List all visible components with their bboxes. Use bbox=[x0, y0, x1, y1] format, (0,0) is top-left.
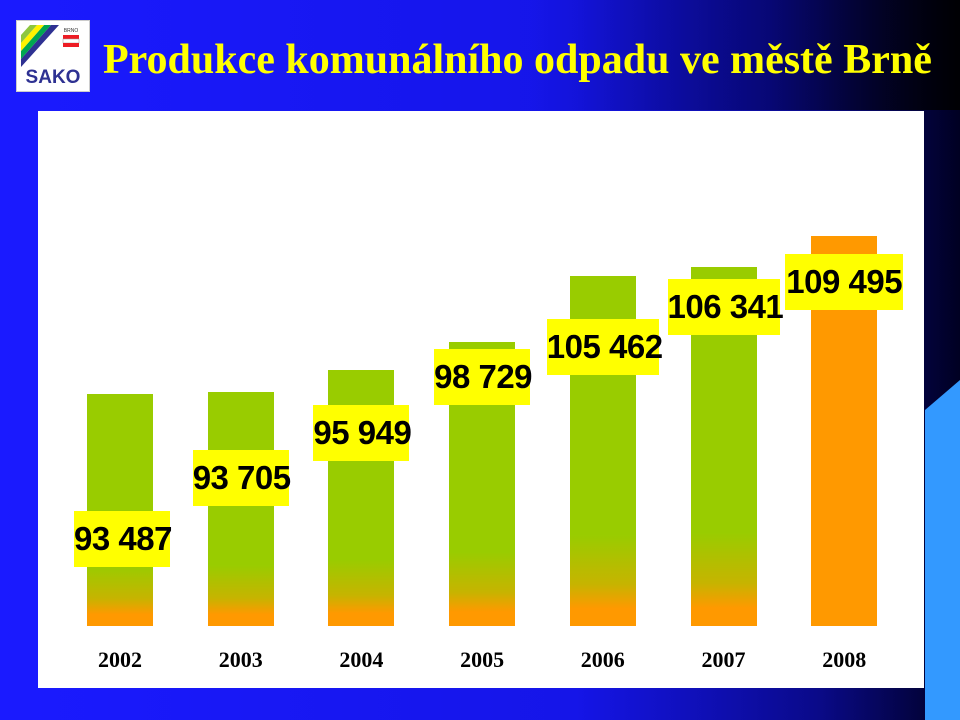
year-label-2006: 2006 bbox=[580, 647, 625, 672]
decorative-stripe bbox=[925, 380, 960, 720]
value-label-2008: 109 495 bbox=[785, 254, 904, 310]
year-label-2005: 2005 bbox=[460, 647, 505, 672]
header-band bbox=[0, 0, 960, 110]
sako-logo: BRNO SAKO bbox=[16, 20, 90, 92]
bar-2003 bbox=[207, 391, 274, 626]
bar-2002 bbox=[87, 394, 153, 626]
value-label-2005: 98 729 bbox=[434, 349, 533, 405]
year-label-2004: 2004 bbox=[339, 647, 384, 672]
year-label-2007: 2007 bbox=[701, 647, 746, 672]
logo-subtext: BRNO bbox=[64, 28, 79, 34]
value-label-2003: 93 705 bbox=[192, 450, 291, 506]
value-label-2004: 95 949 bbox=[313, 405, 412, 461]
value-label-2007: 106 341 bbox=[667, 279, 784, 335]
logo-text: SAKO bbox=[26, 67, 81, 88]
year-label-2002: 2002 bbox=[98, 647, 142, 672]
sako-logo-graphic: BRNO SAKO bbox=[21, 25, 81, 88]
chart-panel: 93 487 2002 93 705 2003 95 949 2004 98 729 2005… bbox=[38, 111, 924, 688]
slide-title: Produkce komunálního odpadu ve městě Brn… bbox=[103, 37, 932, 83]
year-label-2003: 2003 bbox=[218, 647, 263, 672]
year-label-2008: 2008 bbox=[822, 647, 867, 672]
value-label-2006: 105 462 bbox=[546, 319, 663, 375]
value-label-2002: 93 487 bbox=[74, 511, 172, 567]
